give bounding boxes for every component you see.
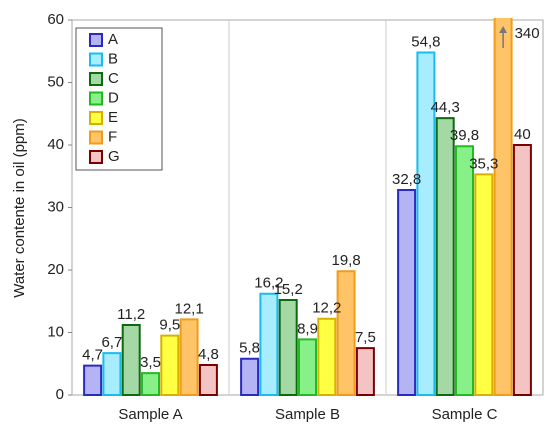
value-label: 12,1 bbox=[174, 300, 203, 317]
value-label: 7,5 bbox=[355, 329, 376, 346]
value-label: 6,7 bbox=[101, 334, 122, 351]
y-tick-label: 50 bbox=[47, 73, 64, 90]
legend-swatch bbox=[89, 91, 103, 106]
y-tick-label: 10 bbox=[47, 323, 64, 340]
legend-swatch bbox=[89, 130, 103, 145]
value-label: 40 bbox=[514, 126, 531, 143]
value-label: 44,3 bbox=[431, 99, 460, 116]
x-tick-label: Sample C bbox=[432, 406, 498, 423]
bar bbox=[83, 364, 103, 396]
x-tick-label: Sample B bbox=[275, 406, 340, 423]
value-label: 12,2 bbox=[312, 300, 341, 317]
bar bbox=[397, 189, 417, 396]
legend-label: G bbox=[108, 148, 120, 165]
y-tick-label: 0 bbox=[56, 386, 64, 403]
legend-swatch bbox=[89, 33, 103, 47]
bar bbox=[474, 173, 494, 396]
y-axis-label: Water contente in oil (ppm) bbox=[11, 118, 28, 298]
value-label: 35,3 bbox=[469, 155, 498, 172]
y-tick-label: 20 bbox=[47, 261, 64, 278]
bar bbox=[355, 347, 375, 396]
bar bbox=[259, 292, 279, 396]
legend-label: D bbox=[108, 89, 119, 106]
legend-label: E bbox=[108, 109, 118, 126]
bar bbox=[317, 317, 337, 396]
bar bbox=[141, 372, 160, 396]
bar bbox=[160, 334, 180, 396]
value-label: 54,8 bbox=[411, 33, 440, 50]
legend-swatch bbox=[89, 52, 103, 67]
legend-swatch bbox=[89, 111, 103, 125]
bar bbox=[102, 352, 122, 396]
bar bbox=[416, 51, 436, 396]
value-label: 4,7 bbox=[82, 347, 103, 364]
legend-swatch bbox=[89, 72, 103, 86]
bar bbox=[512, 144, 532, 396]
bar bbox=[455, 145, 474, 396]
value-label: 4,8 bbox=[198, 346, 219, 363]
bar bbox=[493, 18, 513, 396]
value-label: 8,9 bbox=[297, 320, 318, 337]
legend-swatch bbox=[89, 150, 103, 164]
value-label: 340 bbox=[515, 25, 540, 42]
value-label: 11,2 bbox=[117, 306, 145, 323]
value-label: 3,5 bbox=[140, 354, 161, 371]
value-label: 5,8 bbox=[239, 340, 260, 357]
overflow-arrow-head bbox=[499, 26, 508, 33]
value-label: 15,2 bbox=[274, 281, 303, 298]
bar bbox=[121, 324, 141, 396]
bar bbox=[336, 270, 356, 396]
bar bbox=[298, 338, 317, 396]
bar bbox=[179, 318, 199, 396]
y-tick-label: 30 bbox=[47, 198, 64, 215]
bar bbox=[240, 357, 260, 396]
value-label: 19,8 bbox=[331, 252, 360, 269]
bars bbox=[83, 18, 532, 396]
legend-label: B bbox=[108, 50, 118, 67]
value-label: 9,5 bbox=[159, 317, 180, 334]
bar bbox=[278, 299, 298, 396]
y-tick-label: 60 bbox=[47, 11, 64, 28]
legend-label: A bbox=[108, 31, 118, 48]
bar bbox=[198, 364, 218, 396]
legend-label: F bbox=[108, 128, 117, 145]
value-label: 39,8 bbox=[450, 127, 479, 144]
x-tick-label: Sample A bbox=[118, 406, 182, 423]
bar bbox=[435, 117, 455, 396]
value-label: 16,2 bbox=[254, 275, 283, 292]
y-tick-label: 40 bbox=[47, 136, 64, 153]
value-label: 32,8 bbox=[392, 171, 421, 188]
legend-label: C bbox=[108, 70, 119, 87]
